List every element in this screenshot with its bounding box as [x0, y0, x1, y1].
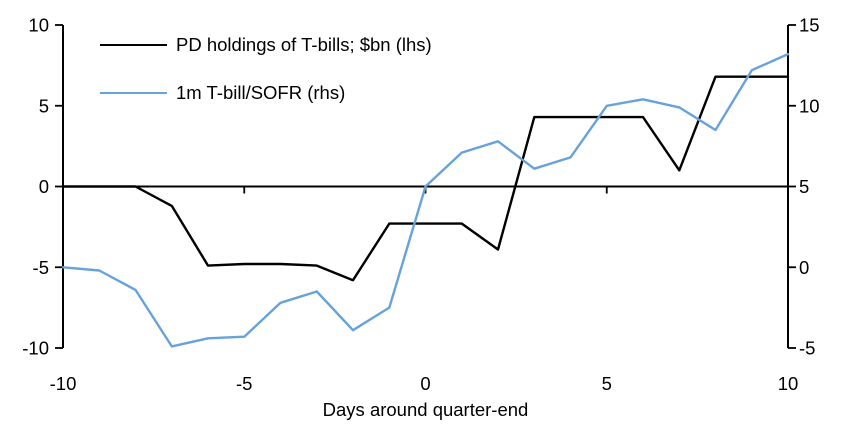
x-tick-label: 10 — [778, 373, 799, 394]
left-y-tick-label: -10 — [22, 338, 49, 359]
legend-line-sample-black — [100, 43, 167, 47]
legend-label-pd-holdings: PD holdings of T-bills; $bn (lhs) — [176, 34, 432, 55]
x-tick-label: -10 — [50, 373, 77, 394]
series-line-1 — [61, 52, 790, 348]
left-y-tick-label: -5 — [33, 257, 49, 278]
left-y-tick-label: 5 — [39, 95, 49, 116]
legend-line-sample-blue — [100, 91, 167, 95]
legend-item-tbill-sofr: 1m T-bill/SOFR (rhs) — [100, 82, 432, 104]
legend-label-tbill-sofr: 1m T-bill/SOFR (rhs) — [176, 82, 346, 103]
right-y-tick-label: 10 — [799, 95, 820, 116]
right-y-tick-label: -5 — [799, 338, 815, 359]
left-y-tick-label: 10 — [28, 15, 49, 36]
x-tick-label: -5 — [236, 373, 252, 394]
series-line-0 — [61, 75, 790, 282]
x-tick-label: 5 — [602, 373, 612, 394]
x-axis-title: Days around quarter-end — [322, 399, 529, 420]
right-y-tick-label: 5 — [799, 176, 809, 197]
right-y-tick-label: 0 — [799, 257, 809, 278]
x-tick-label: 0 — [420, 373, 430, 394]
legend: PD holdings of T-bills; $bn (lhs) 1m T-b… — [100, 34, 432, 130]
left-y-tick-label: 0 — [39, 176, 49, 197]
legend-item-pd-holdings: PD holdings of T-bills; $bn (lhs) — [100, 34, 432, 56]
right-y-tick-label: 15 — [799, 15, 820, 36]
